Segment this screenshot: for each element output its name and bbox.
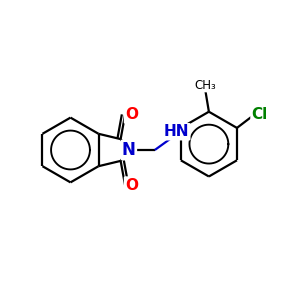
Text: O: O (125, 178, 138, 193)
Text: N: N (122, 141, 136, 159)
Text: CH₃: CH₃ (194, 79, 216, 92)
Text: Cl: Cl (251, 106, 268, 122)
Text: O: O (125, 107, 138, 122)
Text: HN: HN (164, 124, 189, 139)
